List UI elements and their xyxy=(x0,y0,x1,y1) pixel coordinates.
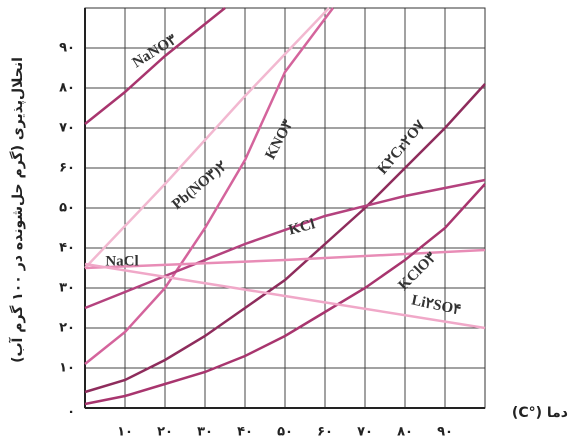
series-line xyxy=(84,7,334,365)
series-label: NaCl xyxy=(105,253,138,269)
y-tick-label: ۱۰ xyxy=(59,361,75,376)
series-line xyxy=(84,262,486,330)
series-label: Pb(NO۳)۲ xyxy=(169,158,230,213)
series-label: K۲Cr۲O۷ xyxy=(375,117,430,178)
y-tick-label: ۰ xyxy=(67,405,75,420)
y-tick-label: ۴۰ xyxy=(59,241,75,256)
series-line xyxy=(84,7,226,125)
series-line xyxy=(84,183,486,406)
series-label: Li۲SO۴ xyxy=(410,292,463,318)
series-label: KClO۳ xyxy=(396,250,440,294)
x-tick-label: ۵۰ xyxy=(277,425,293,440)
y-tick-label: ۷۰ xyxy=(59,121,75,136)
series-line xyxy=(84,248,486,270)
y-tick-label: ۵۰ xyxy=(59,201,75,216)
y-tick-label: ۲۰ xyxy=(59,321,75,336)
x-tick-label: ۱۰ xyxy=(117,425,133,440)
x-tick-label: ۴۰ xyxy=(237,425,253,440)
x-tick-label: ۳۰ xyxy=(197,425,213,440)
y-tick-label: ۳۰ xyxy=(59,281,75,296)
x-tick-label: ۹۰ xyxy=(437,425,453,440)
y-axis-title: انحلال‌پذیری (گرم حل‌شونده در ۱۰۰ گرم آب… xyxy=(8,57,26,363)
series-line xyxy=(84,83,486,394)
series-label: KNO۳ xyxy=(263,117,297,162)
x-tick-label: ۲۰ xyxy=(157,425,173,440)
x-axis-title: دما (°C) xyxy=(512,405,568,421)
y-tick-label: ۶۰ xyxy=(59,161,75,176)
series-line xyxy=(84,7,330,269)
series-line xyxy=(84,178,486,310)
x-tick-label: ۶۰ xyxy=(317,425,333,440)
y-tick-label: ۸۰ xyxy=(59,81,75,96)
x-tick-label: ۸۰ xyxy=(397,425,413,440)
y-tick-label: ۹۰ xyxy=(59,41,75,56)
series-label: KCl xyxy=(287,216,317,238)
x-tick-label: ۷۰ xyxy=(357,425,373,440)
